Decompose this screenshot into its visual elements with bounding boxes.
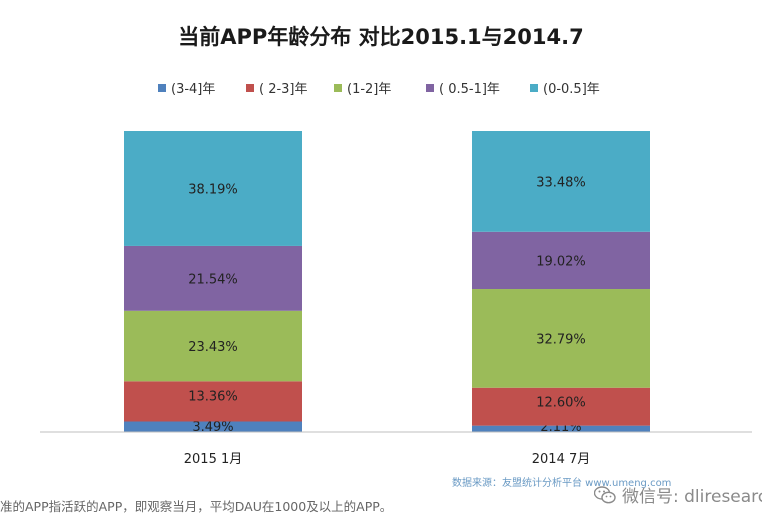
category-labels: 2015 1月 2014 7月 <box>184 452 591 467</box>
watermark-text: 微信号: dliresearch <box>622 487 762 507</box>
legend-label-4: (0-0.5]年 <box>543 82 600 97</box>
legend-swatch-2 <box>334 84 342 92</box>
bar-segment-1-2 <box>472 289 650 388</box>
bar-segment-0-2 <box>124 310 302 382</box>
bar-segment-0-0 <box>124 421 302 432</box>
data-label-0-4: 38.19% <box>188 182 238 197</box>
data-label-0-0: 3.49% <box>192 420 233 435</box>
legend-swatch-4 <box>530 84 538 92</box>
data-label-0-2: 23.43% <box>188 340 238 355</box>
legend-label-1: ( 2-3]年 <box>259 82 308 97</box>
data-label-1-4: 33.48% <box>536 175 586 190</box>
data-label-1-1: 12.60% <box>536 396 586 411</box>
legend-label-2: (1-2]年 <box>347 82 391 97</box>
data-label-1-3: 19.02% <box>536 254 586 269</box>
chart-bars: 3.49%13.36%23.43%21.54%38.19%2.11%12.60%… <box>124 131 650 435</box>
category-label-0: 2015 1月 <box>184 452 243 467</box>
footnote: 准的APP指活跃的APP，即观察当月，平均DAU在1000及以上的APP。 <box>0 499 393 514</box>
legend-swatch-0 <box>158 84 166 92</box>
bar-segment-1-0 <box>472 425 650 432</box>
bar-segment-1-1 <box>472 387 650 426</box>
legend-swatch-1 <box>246 84 254 92</box>
data-label-0-1: 13.36% <box>188 389 238 404</box>
data-label-0-3: 21.54% <box>188 272 238 287</box>
data-source-note: 数据来源：友盟统计分析平台 www.umeng.com <box>452 478 672 489</box>
legend-label-3: ( 0.5-1]年 <box>439 82 500 97</box>
chart-legend: (3-4]年 ( 2-3]年 (1-2]年 ( 0.5-1]年 (0-0.5]年 <box>158 82 600 97</box>
chart-title: 当前APP年龄分布 对比2015.1与2014.7 <box>178 25 583 49</box>
data-label-1-2: 32.79% <box>536 332 586 347</box>
legend-label-0: (3-4]年 <box>171 82 215 97</box>
bar-segment-0-4 <box>124 131 302 246</box>
category-label-1: 2014 7月 <box>532 452 591 467</box>
wechat-icon <box>594 485 616 503</box>
bar-segment-1-4 <box>472 131 650 232</box>
bar-segment-1-3 <box>472 231 650 290</box>
bar-segment-0-3 <box>124 245 302 311</box>
bar-segment-0-1 <box>124 381 302 422</box>
legend-swatch-3 <box>426 84 434 92</box>
wechat-watermark: 微信号: dliresearch <box>594 482 762 507</box>
